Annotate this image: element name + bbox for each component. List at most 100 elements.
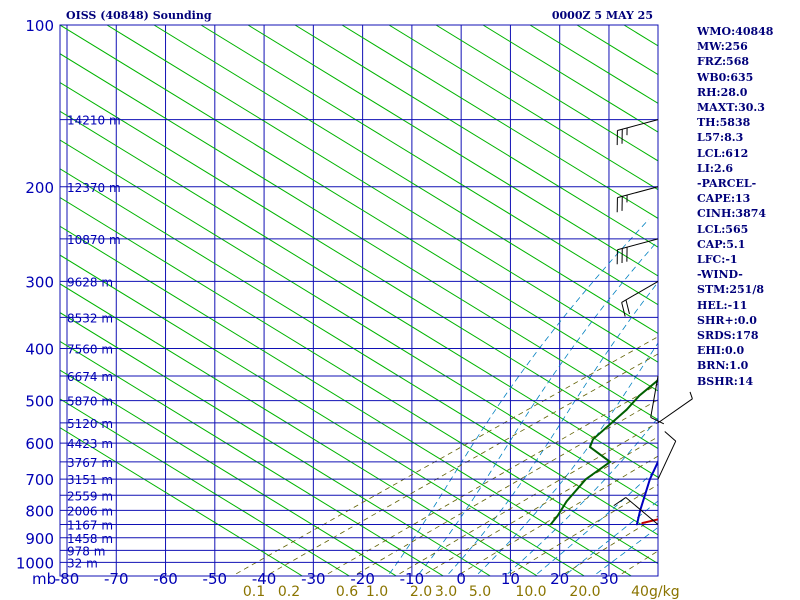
stability-indices-panel: WMO:40848 MW:256 FRZ:568 WB0:635 RH:28.0 MAXT… xyxy=(697,24,797,389)
temperature-tick-label: 0 xyxy=(456,570,466,588)
wind-barb-staff xyxy=(657,398,693,424)
dry-adiabat-line xyxy=(60,340,444,576)
index-item: RH:28.0 xyxy=(697,85,748,99)
dry-adiabat-line xyxy=(341,25,658,219)
wind-barb-staff xyxy=(617,119,659,131)
index-item: LI:2.6 xyxy=(697,161,734,175)
index-item: -WIND- xyxy=(697,268,743,282)
dry-adiabat-line xyxy=(60,283,538,576)
height-label: 5870 m xyxy=(67,395,113,409)
dewpoint-trace-point xyxy=(556,515,559,517)
mixing-ratio-tick-label: 20.0 xyxy=(569,584,600,600)
temperature-tick-label: -70 xyxy=(104,570,129,588)
index-item: LCL:612 xyxy=(697,146,749,160)
dewpoint-trace-point xyxy=(625,408,628,411)
wind-barb-staff xyxy=(617,186,659,199)
parcel-trace-point xyxy=(636,523,638,526)
index-item: STM:251/8 xyxy=(697,283,764,297)
wind-barb-staff xyxy=(657,440,677,480)
dry-adiabat-line xyxy=(60,254,585,576)
index-item: TH:5838 xyxy=(697,116,751,130)
wind-barb-full xyxy=(621,302,626,317)
index-item: HEL:-11 xyxy=(697,298,748,312)
height-label: 7560 m xyxy=(67,343,113,357)
mixing-ratio-line xyxy=(399,422,658,575)
mixing-ratio-tick-label: 0.6 xyxy=(336,584,358,600)
index-item: CAPE:13 xyxy=(697,192,751,206)
dry-adiabat-line xyxy=(60,312,491,576)
height-label: 1167 m xyxy=(67,518,113,532)
mixing-ratio-tick-label: 3.0 xyxy=(435,584,457,600)
pressure-tick-label: 300 xyxy=(25,273,54,291)
isobar-lines xyxy=(59,24,659,577)
wind-barb-half xyxy=(689,391,693,399)
pressure-tick-label: 400 xyxy=(25,341,54,359)
temperature-tick-label: 20 xyxy=(550,570,569,588)
temperature-tick-label: -10 xyxy=(400,570,425,588)
height-label: 4423 m xyxy=(67,437,113,451)
wind-barb-full xyxy=(650,416,665,425)
pressure-tick-label: 500 xyxy=(25,393,54,411)
wind-barb xyxy=(621,280,659,317)
mixing-ratio-tick-label: 5.0 xyxy=(469,584,491,600)
index-item: EHI:0.0 xyxy=(697,344,745,358)
dry-adiabat-line xyxy=(60,225,632,576)
mixing-ratio-line xyxy=(356,399,658,575)
index-item: SHR+:0.0 xyxy=(697,313,757,327)
height-label: 32 m xyxy=(67,556,98,570)
wind-barb-full xyxy=(613,497,627,507)
pressure-tick-label: 1000 xyxy=(16,554,54,572)
wind-barb-full xyxy=(664,431,677,442)
pressure-tick-label: 600 xyxy=(25,435,54,453)
height-label: 2559 m xyxy=(67,489,113,503)
temperature-tick-label: -30 xyxy=(301,570,326,588)
wind-barb xyxy=(657,391,693,424)
pressure-unit-label: mb xyxy=(32,570,56,588)
sounding-profiles xyxy=(549,378,658,526)
dry-adiabat-line xyxy=(482,25,658,133)
height-label: 3767 m xyxy=(67,456,113,470)
temperature-tick-label: -80 xyxy=(55,570,80,588)
sounding-time: 0000Z 5 MAY 25 xyxy=(552,9,653,22)
dewpoint-trace-point xyxy=(609,460,611,463)
pressure-tick-label: 800 xyxy=(25,502,54,520)
mixing-ratio-line xyxy=(269,353,658,575)
parcel-trace xyxy=(635,459,658,525)
dry-adiabat-line xyxy=(388,25,658,191)
index-item: MW:256 xyxy=(697,40,748,54)
height-label: 2006 m xyxy=(67,504,113,518)
pressure-tick-label: 700 xyxy=(25,471,54,489)
dry-adiabat-line xyxy=(153,25,658,335)
wind-barb xyxy=(657,431,677,480)
mixing-ratio-lines xyxy=(236,336,658,575)
temperature-tick-label: 30 xyxy=(599,570,618,588)
dewpoint-trace-point xyxy=(549,523,552,526)
height-label: 978 m xyxy=(67,544,105,558)
mixing-ratio-line xyxy=(236,336,658,575)
index-item: LCL:565 xyxy=(697,222,749,236)
dry-adiabat-line xyxy=(200,25,658,306)
dewpoint-trace xyxy=(549,378,658,526)
dewpoint-trace-point xyxy=(589,446,591,448)
height-label: 12370 m xyxy=(67,181,121,195)
dry-adiabat-line xyxy=(294,25,658,248)
wind-barb xyxy=(616,186,659,213)
temperature-trace-point xyxy=(641,522,644,524)
temperature-tick-label: -20 xyxy=(350,570,375,588)
mixing-ratio-line xyxy=(510,484,658,575)
moist-adiabat-line xyxy=(566,500,658,575)
wind-barbs xyxy=(613,119,693,525)
dry-adiabat-line xyxy=(60,196,658,565)
dry-adiabat-line xyxy=(60,427,303,576)
moist-adiabat-line xyxy=(477,342,658,575)
index-item: CINH:3874 xyxy=(697,207,767,221)
index-item: WMO:40848 xyxy=(697,25,774,38)
wind-barb-staff xyxy=(625,497,659,525)
index-item: LFC:-1 xyxy=(697,253,738,267)
index-item: -PARCEL- xyxy=(697,177,757,191)
moist-adiabat-line xyxy=(507,417,658,575)
wind-barb-full xyxy=(625,299,630,315)
moist-adiabat-line xyxy=(596,526,658,575)
dewpoint-trace-point xyxy=(592,438,594,441)
